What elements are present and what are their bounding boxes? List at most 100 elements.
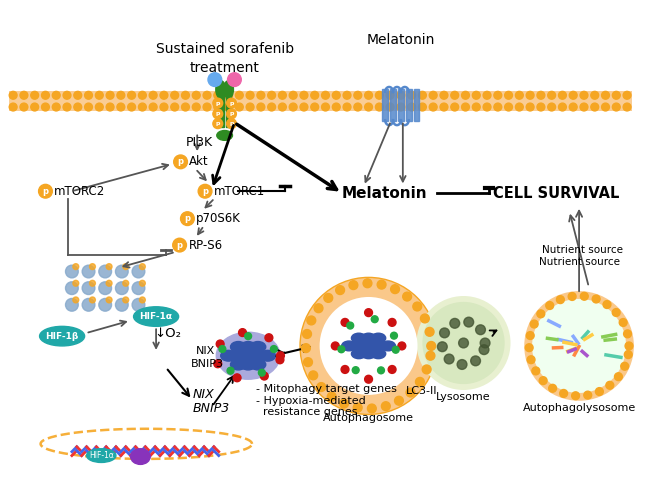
Circle shape	[246, 91, 254, 99]
Circle shape	[457, 360, 467, 370]
Circle shape	[532, 299, 626, 393]
Circle shape	[526, 103, 534, 111]
Circle shape	[289, 103, 297, 111]
Circle shape	[606, 381, 614, 389]
Ellipse shape	[231, 342, 246, 352]
Circle shape	[300, 91, 308, 99]
Circle shape	[140, 297, 146, 303]
Circle shape	[437, 342, 447, 352]
Circle shape	[515, 103, 523, 111]
Circle shape	[73, 263, 79, 269]
Circle shape	[307, 316, 316, 325]
Circle shape	[602, 103, 610, 111]
Ellipse shape	[260, 350, 276, 361]
Circle shape	[106, 263, 112, 269]
Ellipse shape	[221, 350, 237, 361]
Circle shape	[354, 103, 361, 111]
Circle shape	[140, 263, 146, 269]
Circle shape	[213, 109, 223, 119]
Circle shape	[82, 282, 95, 294]
Circle shape	[332, 91, 340, 99]
Circle shape	[612, 309, 620, 316]
Circle shape	[246, 103, 254, 111]
Circle shape	[160, 103, 168, 111]
Circle shape	[504, 103, 512, 111]
Circle shape	[82, 265, 95, 278]
Circle shape	[138, 103, 146, 111]
Circle shape	[623, 91, 631, 99]
Circle shape	[569, 91, 577, 99]
Circle shape	[558, 103, 566, 111]
Circle shape	[621, 363, 629, 370]
Circle shape	[213, 119, 223, 128]
Text: p: p	[216, 101, 220, 106]
Bar	[226, 93, 231, 126]
Circle shape	[132, 282, 145, 294]
Ellipse shape	[352, 349, 366, 359]
Circle shape	[341, 366, 349, 374]
Ellipse shape	[217, 130, 233, 140]
Circle shape	[140, 280, 146, 286]
Circle shape	[388, 366, 396, 374]
Ellipse shape	[216, 332, 280, 379]
Text: p: p	[177, 241, 183, 249]
Circle shape	[84, 91, 92, 99]
Circle shape	[343, 91, 351, 99]
Circle shape	[63, 103, 71, 111]
Circle shape	[462, 103, 469, 111]
Ellipse shape	[240, 350, 256, 361]
Circle shape	[265, 334, 273, 342]
Circle shape	[619, 319, 627, 326]
Text: p: p	[229, 112, 233, 117]
Circle shape	[31, 91, 38, 99]
Circle shape	[580, 292, 588, 300]
Text: NIX: NIX	[196, 346, 215, 356]
Circle shape	[504, 91, 512, 99]
Text: Sustained sorafenib
treatment: Sustained sorafenib treatment	[155, 42, 294, 75]
Circle shape	[614, 373, 622, 380]
Text: Akt: Akt	[189, 155, 209, 168]
Circle shape	[219, 346, 226, 353]
Circle shape	[483, 103, 491, 111]
Circle shape	[464, 317, 474, 327]
Circle shape	[353, 403, 362, 412]
Circle shape	[382, 402, 390, 410]
Circle shape	[99, 298, 112, 311]
Text: NIX: NIX	[192, 388, 214, 401]
Circle shape	[322, 103, 330, 111]
Ellipse shape	[250, 359, 266, 370]
Circle shape	[74, 103, 82, 111]
Text: Nutrient source: Nutrient source	[543, 245, 623, 255]
Text: mTORC1: mTORC1	[214, 185, 265, 198]
Circle shape	[569, 103, 577, 111]
Circle shape	[525, 291, 634, 401]
Circle shape	[259, 369, 265, 376]
Circle shape	[174, 155, 187, 169]
Circle shape	[526, 332, 534, 340]
Text: CELL SURVIVAL: CELL SURVIVAL	[493, 186, 619, 201]
Circle shape	[276, 352, 284, 360]
Text: HIF-1α: HIF-1α	[89, 451, 114, 460]
Circle shape	[317, 382, 326, 391]
Circle shape	[603, 301, 611, 308]
Circle shape	[278, 91, 286, 99]
Ellipse shape	[224, 81, 233, 98]
Circle shape	[123, 297, 129, 303]
Circle shape	[82, 298, 95, 311]
Circle shape	[352, 367, 359, 374]
Circle shape	[138, 91, 146, 99]
Bar	[406, 90, 411, 121]
Circle shape	[623, 330, 631, 338]
Circle shape	[160, 91, 168, 99]
Circle shape	[556, 296, 564, 304]
Text: p70S6K: p70S6K	[196, 212, 241, 225]
Ellipse shape	[361, 333, 376, 343]
Circle shape	[376, 103, 384, 111]
Circle shape	[439, 328, 449, 338]
Circle shape	[235, 91, 243, 99]
Circle shape	[483, 91, 491, 99]
Circle shape	[96, 103, 103, 111]
Circle shape	[42, 103, 49, 111]
Text: - Mitophagy target genes: - Mitophagy target genes	[256, 384, 397, 394]
Ellipse shape	[86, 449, 116, 463]
